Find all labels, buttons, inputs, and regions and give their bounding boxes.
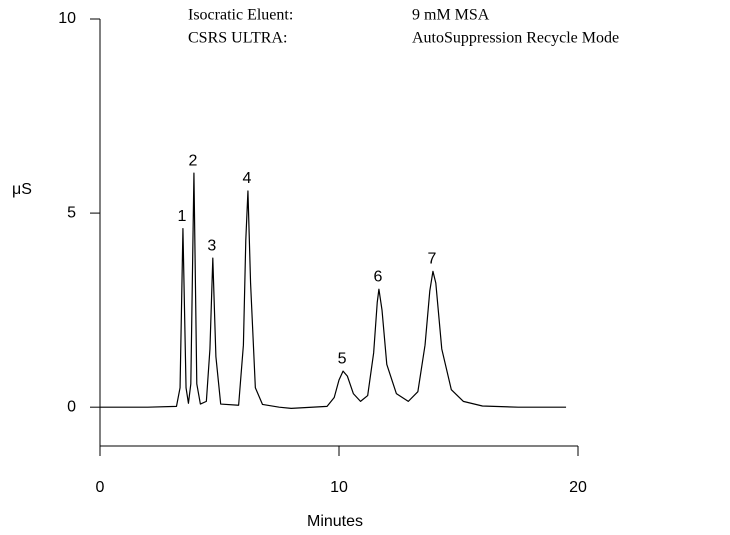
trace xyxy=(100,172,567,409)
annotation-label: Isocratic Eluent: xyxy=(188,7,293,24)
annotation-label: CSRS ULTRA: xyxy=(188,30,287,47)
x-tick-label: 0 xyxy=(96,479,105,496)
y-tick-label: 5 xyxy=(67,204,76,221)
y-axis-label: μS xyxy=(12,181,32,198)
y-tick-label: 0 xyxy=(67,398,76,415)
annotation-value: AutoSuppression Recycle Mode xyxy=(412,30,619,47)
y-tick-label: 10 xyxy=(58,10,76,27)
peak-label: 4 xyxy=(242,170,251,187)
peak-label: 3 xyxy=(207,237,216,254)
peak-label: 1 xyxy=(177,208,186,225)
x-tick-label: 10 xyxy=(330,479,348,496)
peak-label: 5 xyxy=(338,350,347,367)
peak-label: 7 xyxy=(427,251,436,268)
annotation-value: 9 mM MSA xyxy=(412,7,490,24)
peak-label: 6 xyxy=(373,268,382,285)
peak-label: 2 xyxy=(188,152,197,169)
x-tick-label: 20 xyxy=(569,479,587,496)
x-axis-label: Minutes xyxy=(307,513,363,530)
